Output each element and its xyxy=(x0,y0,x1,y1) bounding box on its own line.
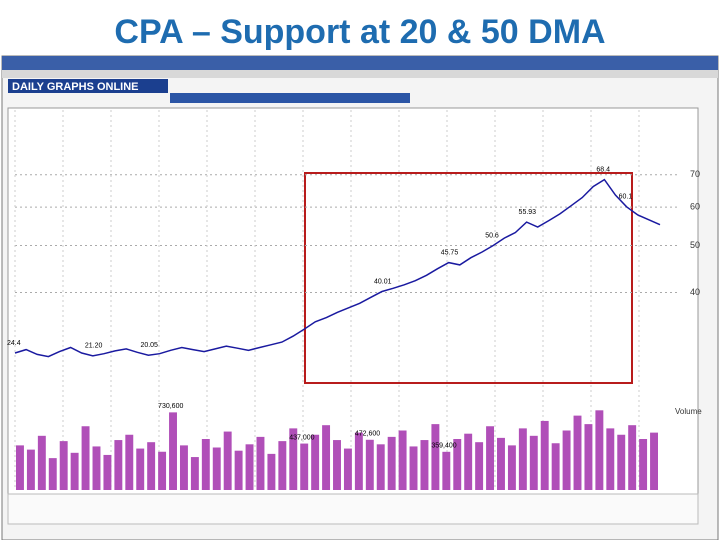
nav-bar[interactable] xyxy=(170,93,410,103)
volume-annotation: 472,600 xyxy=(355,431,380,438)
volume-bar xyxy=(26,449,35,490)
volume-bar xyxy=(475,442,484,490)
volume-bar xyxy=(507,445,516,490)
price-annotation: 20.05 xyxy=(140,342,158,349)
price-annotation: 55.93 xyxy=(519,209,537,216)
slide-title: CPA – Support at 20 & 50 DMA xyxy=(114,13,605,51)
volume-bar xyxy=(595,410,604,490)
volume-bar xyxy=(114,440,123,490)
volume-bar xyxy=(573,415,582,490)
volume-bar xyxy=(540,420,549,490)
volume-bar xyxy=(278,441,287,490)
volume-bar xyxy=(322,425,331,490)
volume-bar xyxy=(256,436,265,490)
volume-bar xyxy=(551,443,560,490)
volume-bar xyxy=(617,434,626,490)
volume-bar xyxy=(398,430,407,490)
volume-bar xyxy=(136,448,145,490)
volume-bar xyxy=(190,457,199,490)
volume-label: Volume xyxy=(675,407,702,416)
price-annotation: 68.4 xyxy=(596,166,610,173)
volume-bar xyxy=(223,431,232,490)
volume-bar xyxy=(59,441,68,490)
volume-bar xyxy=(409,446,418,490)
volume-bar xyxy=(103,454,112,490)
volume-bar xyxy=(354,432,363,490)
volume-bar xyxy=(376,444,385,490)
price-annotation: 40.01 xyxy=(374,278,392,285)
volume-bar xyxy=(311,434,320,490)
price-annotation: 45.75 xyxy=(441,249,459,256)
volume-bar xyxy=(234,450,243,490)
price-line xyxy=(14,178,661,358)
volume-bar xyxy=(453,439,462,490)
volume-bar xyxy=(201,439,210,490)
volume-bar xyxy=(365,439,374,490)
volume-bar xyxy=(70,452,79,490)
logo-box xyxy=(8,79,168,93)
volume-annotation: 730,600 xyxy=(158,403,183,410)
volume-bar xyxy=(267,453,276,490)
volume-bar xyxy=(529,435,538,490)
volume-bar xyxy=(333,440,341,490)
price-annotation: 21.20 xyxy=(85,343,103,350)
volume-bar xyxy=(16,445,24,490)
volume-bar xyxy=(343,448,352,490)
volume-bar xyxy=(518,428,527,490)
volume-bar xyxy=(464,433,473,490)
volume-bar xyxy=(562,430,571,490)
highlight-box xyxy=(304,172,633,384)
volume-bar xyxy=(92,446,101,490)
logo: DAILY GRAPHS ONLINE xyxy=(12,81,139,93)
y-tick-label: 60 xyxy=(690,202,700,212)
volume-bar xyxy=(584,424,593,490)
y-tick-label: 50 xyxy=(690,240,700,250)
volume-bar xyxy=(497,437,505,490)
volume-bar xyxy=(289,428,298,490)
volume-annotation: 359,400 xyxy=(431,443,456,450)
volume-bar xyxy=(169,412,177,490)
volume-bar xyxy=(486,426,495,490)
volume-bar xyxy=(639,439,648,490)
volume-bar xyxy=(387,436,396,490)
y-tick-label: 40 xyxy=(690,287,700,297)
price-annotation: 50.6 xyxy=(485,232,499,239)
volume-bar xyxy=(420,440,429,490)
volume-bar xyxy=(628,425,637,490)
volume-bar xyxy=(158,451,167,490)
volume-bar xyxy=(48,458,57,490)
volume-bar xyxy=(431,424,440,490)
data-table xyxy=(7,493,699,525)
volume-bar xyxy=(179,445,188,490)
volume-bar xyxy=(442,451,451,490)
volume-bar xyxy=(212,447,221,490)
volume-annotation: 437,000 xyxy=(289,434,314,441)
title-bar xyxy=(2,56,718,70)
price-annotation: 24.4 xyxy=(7,340,21,347)
volume-bar xyxy=(125,434,134,490)
price-annotation: 60.1 xyxy=(619,194,633,201)
volume-bar xyxy=(37,435,46,490)
volume-bar xyxy=(245,444,254,490)
volume-bar xyxy=(606,428,615,490)
y-tick-label: 70 xyxy=(690,169,700,179)
volume-bar xyxy=(300,443,309,490)
menu-bar xyxy=(2,70,718,78)
volume-bar xyxy=(650,432,658,490)
volume-bar xyxy=(81,426,90,490)
volume-bar xyxy=(147,442,156,490)
